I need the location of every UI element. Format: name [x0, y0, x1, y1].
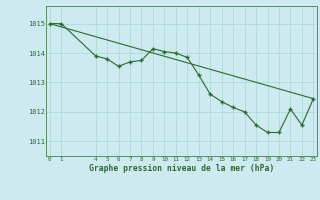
X-axis label: Graphe pression niveau de la mer (hPa): Graphe pression niveau de la mer (hPa): [89, 164, 274, 173]
